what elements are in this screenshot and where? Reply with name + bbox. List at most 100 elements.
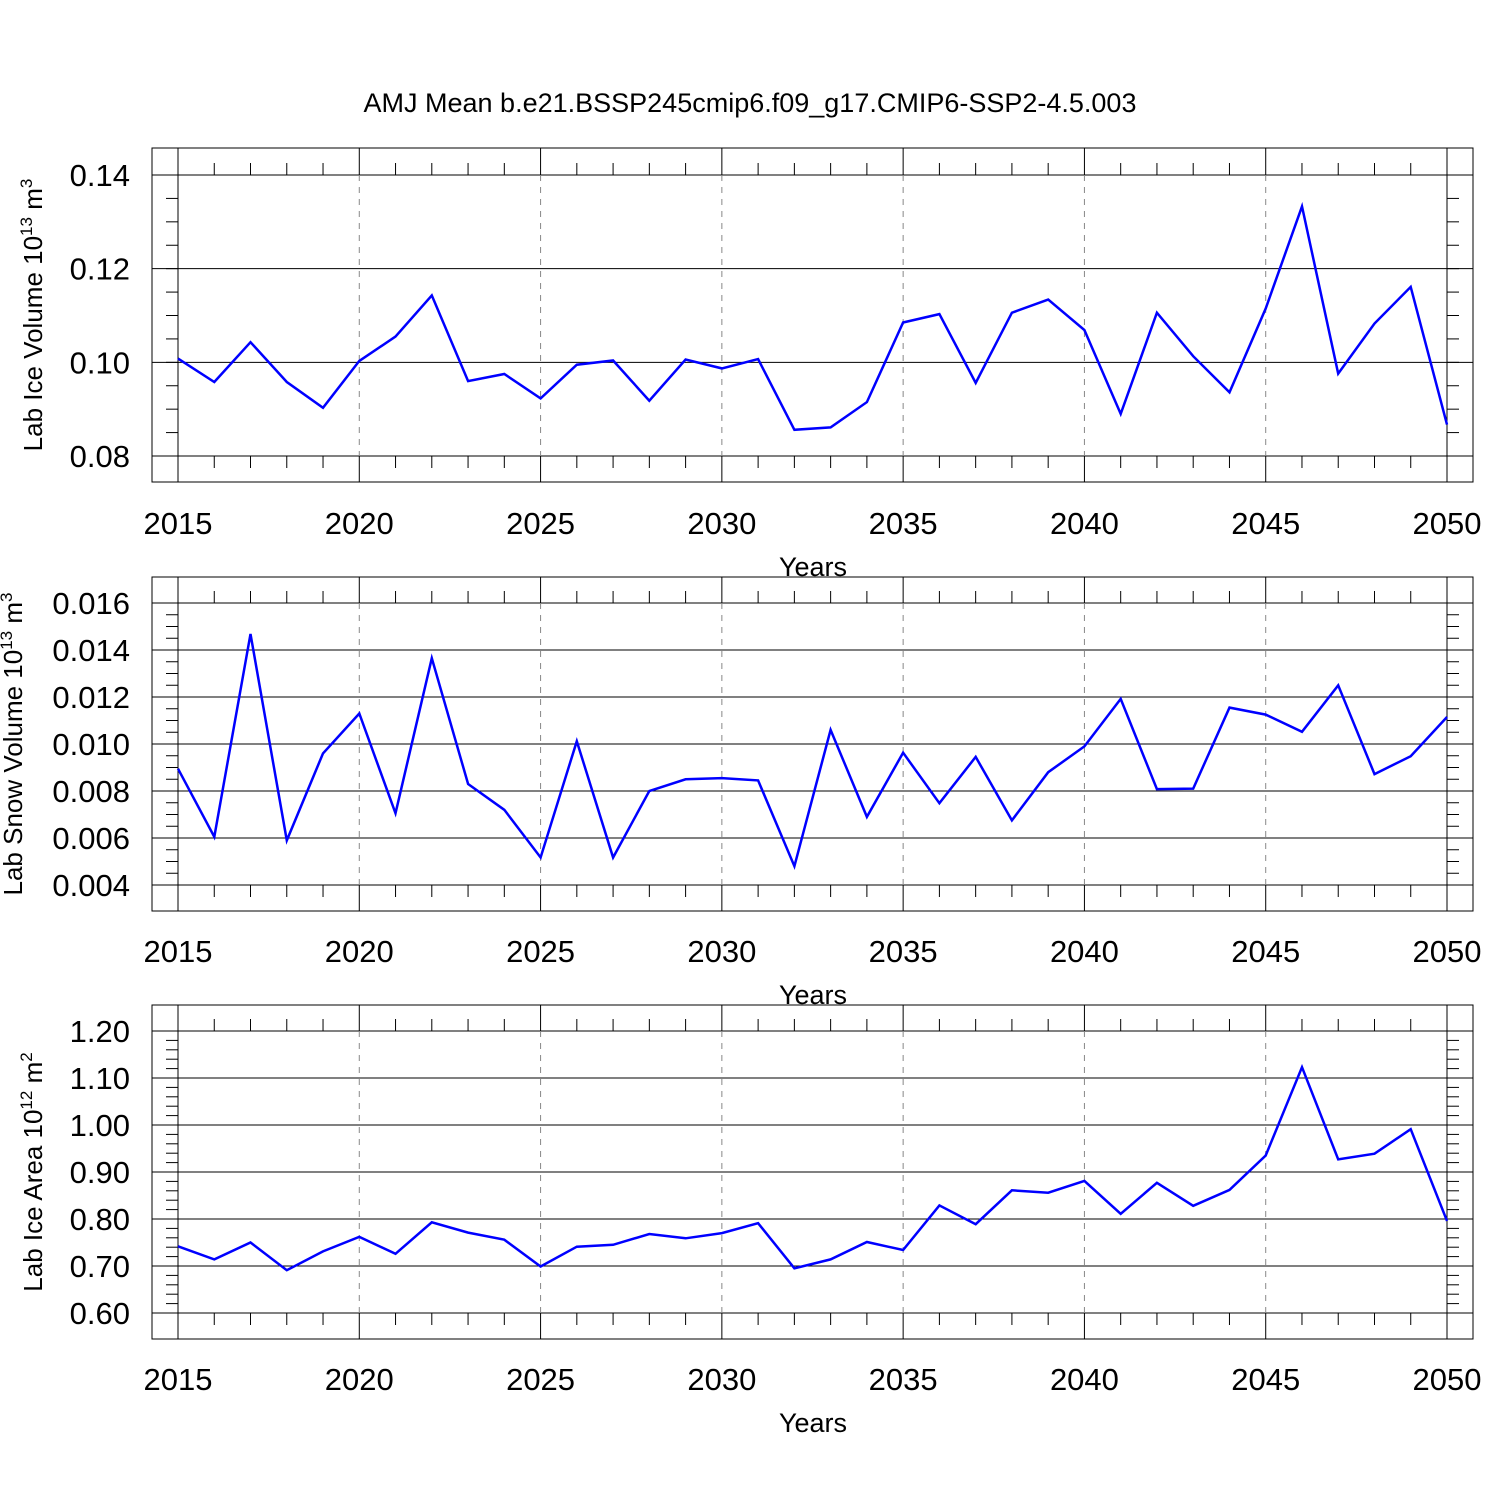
data-point	[213, 381, 215, 383]
x-axis-label: Years	[779, 1408, 847, 1438]
data-point	[431, 1221, 433, 1223]
data-point	[1011, 312, 1013, 314]
data-point	[1156, 788, 1158, 790]
y-tick-label: 0.12	[70, 252, 130, 287]
x-tick-label: 2045	[1231, 934, 1300, 969]
series-line	[177, 201, 1449, 432]
y-tick-label: 0.10	[70, 345, 130, 380]
data-point	[612, 857, 614, 859]
data-point	[685, 778, 687, 780]
data-point	[612, 1244, 614, 1246]
data-point	[830, 426, 832, 428]
y-tick-label: 0.70	[70, 1249, 130, 1284]
data-point	[757, 1222, 759, 1224]
data-point	[1446, 424, 1448, 426]
data-point	[540, 397, 542, 399]
data-point	[721, 367, 723, 369]
data-point	[685, 359, 687, 361]
x-tick-label: 2050	[1413, 1362, 1482, 1397]
data-point	[866, 816, 868, 818]
data-point	[793, 1267, 795, 1269]
y-tick-label: 0.90	[70, 1155, 130, 1190]
data-point	[1228, 1189, 1230, 1191]
data-point	[1120, 698, 1122, 700]
series-line	[177, 1063, 1449, 1272]
data-point	[467, 783, 469, 785]
x-tick-label: 2015	[144, 934, 213, 969]
data-point	[757, 358, 759, 360]
data-point	[1047, 771, 1049, 773]
data-point	[177, 358, 179, 360]
y-tick-label: 1.20	[70, 1014, 130, 1049]
data-point	[648, 400, 650, 402]
panel-3: 0.60 0.70 0.80 0.90 1.00 1.10 1.20 2015 2020 2025…	[17, 1004, 1482, 1438]
data-point	[1011, 819, 1013, 821]
y-tick-label: 0.08	[70, 439, 130, 474]
data-point	[1410, 286, 1412, 288]
x-tick-label: 2030	[687, 934, 756, 969]
y-tick-label: 0.010	[52, 727, 130, 762]
data-point	[503, 373, 505, 375]
data-point	[793, 429, 795, 431]
data-point	[612, 359, 614, 361]
data-point	[576, 364, 578, 366]
y-tick-label: 0.006	[52, 821, 130, 856]
data-point	[721, 1232, 723, 1234]
data-point	[1410, 755, 1412, 757]
data-point	[540, 1265, 542, 1267]
y-tick-label: 1.00	[70, 1108, 130, 1143]
data-point	[358, 1236, 360, 1238]
data-point	[1446, 716, 1448, 718]
y-tick-label: 0.008	[52, 774, 130, 809]
x-tick-label: 2040	[1050, 1362, 1119, 1397]
data-point	[1373, 1153, 1375, 1155]
x-tick-label: 2015	[144, 1362, 213, 1397]
y-tick-label: 0.016	[52, 586, 130, 621]
data-point	[395, 1253, 397, 1255]
data-point	[1337, 684, 1339, 686]
data-point	[286, 1269, 288, 1271]
panel-1: 0.08 0.10 0.12 0.14 2015 2020 2025 2030 2035 2040…	[17, 147, 1482, 582]
data-point	[975, 382, 977, 384]
data-point	[1156, 1182, 1158, 1184]
data-point	[1410, 1128, 1412, 1130]
x-tick-label: 2025	[506, 1362, 575, 1397]
data-point	[576, 740, 578, 742]
data-point	[757, 779, 759, 781]
data-point	[503, 809, 505, 811]
data-point	[1047, 1192, 1049, 1194]
y-tick-label: 1.10	[70, 1061, 130, 1096]
data-point	[213, 836, 215, 838]
data-point	[975, 756, 977, 758]
panel-2: 0.004 0.006 0.008 0.010 0.012 0.014 0.016 2015 2…	[0, 576, 1481, 1010]
x-tick-label: 2020	[325, 506, 394, 541]
data-point	[1047, 299, 1049, 301]
data-point	[213, 1258, 215, 1260]
y-tick-label: 0.60	[70, 1296, 130, 1331]
x-tick-label: 2045	[1231, 1362, 1300, 1397]
data-point	[1228, 707, 1230, 709]
x-tick-label: 2020	[325, 934, 394, 969]
y-tick-label: 0.14	[70, 158, 130, 193]
x-tick-label: 2050	[1413, 506, 1482, 541]
data-point	[1265, 307, 1267, 309]
x-tick-label: 2025	[506, 506, 575, 541]
data-point	[250, 341, 252, 343]
y-axis-label: Lab Ice Area 1012 m2	[17, 1052, 48, 1291]
data-point	[830, 1258, 832, 1260]
y-tick-label: 0.80	[70, 1202, 130, 1237]
data-point	[431, 294, 433, 296]
data-point	[358, 360, 360, 362]
x-tick-label: 2035	[869, 934, 938, 969]
y-tick-label: 0.012	[52, 680, 130, 715]
x-tick-label: 2030	[687, 1362, 756, 1397]
y-axis-label: Lab Snow Volume 1013 m3	[0, 592, 28, 895]
data-point	[648, 790, 650, 792]
data-point	[250, 633, 252, 635]
data-point	[322, 407, 324, 409]
data-point	[503, 1239, 505, 1241]
data-point	[721, 777, 723, 779]
data-point	[1083, 745, 1085, 747]
y-tick-label: 0.014	[52, 633, 130, 668]
data-point	[1011, 1189, 1013, 1191]
